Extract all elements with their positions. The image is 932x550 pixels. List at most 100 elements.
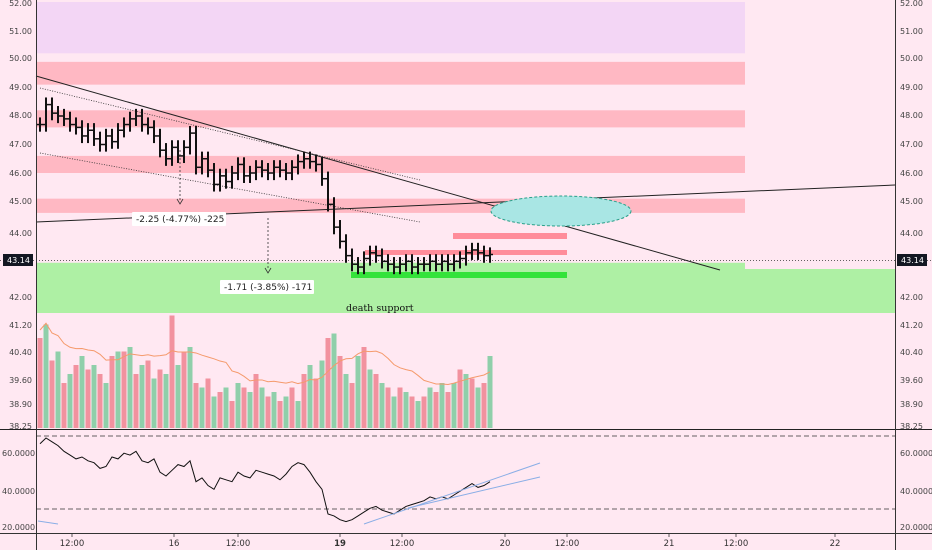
- volume-bar-44: [301, 374, 307, 428]
- price-bar-13: [115, 123, 121, 149]
- price-bar-25: [187, 125, 193, 155]
- volume-bar-45: [307, 365, 313, 428]
- volume-bar-12: [109, 356, 115, 428]
- price-bar-57: [379, 248, 385, 269]
- right-tick-0: 52.00: [900, 0, 923, 8]
- zone-3: [37, 155, 745, 173]
- volume-bar-6: [73, 365, 79, 428]
- time-tick-9: 22: [830, 539, 841, 549]
- price-bar-40: [277, 160, 283, 178]
- price-bar-18: [145, 117, 151, 135]
- price-bar-8: [85, 123, 91, 144]
- time-tick-5: 20: [500, 539, 511, 549]
- price-bar-36: [253, 160, 259, 181]
- annotations[interactable]: -2.25 (-4.77%) -225 -1.71 (-3.85%) -171 de…: [132, 150, 414, 314]
- death-support-label: death support: [346, 303, 414, 314]
- left-tick-10: 42.00: [9, 293, 32, 302]
- volume-bar-8: [85, 369, 91, 428]
- volume-bar-42: [289, 387, 295, 428]
- price-bar-42: [289, 160, 295, 181]
- volume-bar-4: [61, 383, 67, 428]
- price-bar-60: [397, 257, 403, 275]
- left-tick-6: 46.00: [9, 169, 32, 178]
- volume-bar-32: [229, 401, 235, 428]
- price-bar-62: [409, 254, 415, 275]
- right-tick-15: 38.25: [900, 422, 923, 431]
- volume-bar-61: [403, 392, 409, 428]
- zone-1: [37, 61, 745, 85]
- volume-bar-24: [181, 351, 187, 428]
- channel-top: [39, 87, 421, 181]
- price-bar-30: [217, 168, 223, 192]
- rsi-pane: [36, 435, 895, 525]
- volume-bar-30: [217, 392, 223, 428]
- volume-bar-59: [391, 396, 397, 428]
- price-bar-44: [301, 151, 307, 169]
- volume-bar-63: [415, 401, 421, 428]
- volume-bar-0: [37, 338, 43, 428]
- time-tick-4: 12:00: [390, 539, 415, 549]
- price-bar-55: [367, 245, 373, 266]
- last-price-left: 43.14: [7, 256, 30, 265]
- price-bar-19: [151, 120, 157, 144]
- time-tick-8: 12:00: [724, 539, 749, 549]
- price-bar-31: [223, 168, 229, 189]
- price-bar-21: [163, 143, 169, 166]
- volume-bar-71: [463, 374, 469, 428]
- price-bar-41: [283, 163, 289, 181]
- price-bar-16: [133, 108, 139, 126]
- rsi-right-tick-2: 20.0000: [900, 523, 932, 532]
- time-tick-1: 16: [169, 539, 180, 549]
- time-tick-0: 12:00: [60, 539, 85, 549]
- price-bar-1: [43, 97, 49, 132]
- right-tick-11: 41.20: [900, 321, 923, 330]
- volume-bar-3: [55, 351, 61, 428]
- volume-bar-27: [199, 387, 205, 428]
- volume-bar-50: [337, 356, 343, 428]
- volume-bar-9: [91, 365, 97, 428]
- volume-bar-14: [121, 351, 127, 428]
- price-bar-46: [313, 154, 319, 172]
- target-ellipse: [490, 195, 632, 227]
- price-bar-17: [139, 108, 145, 132]
- channel-bottom: [39, 152, 421, 223]
- price-bar-34: [241, 157, 247, 183]
- volume-bars: [37, 315, 493, 428]
- last-price-tag-left: [3, 254, 33, 266]
- volume-bar-35: [247, 392, 253, 428]
- left-tick-12: 40.40: [9, 348, 32, 357]
- volume-bar-21: [163, 374, 169, 428]
- price-bar-56: [373, 245, 379, 263]
- volume-bar-26: [193, 383, 199, 428]
- price-bar-47: [319, 157, 325, 186]
- price-bar-20: [157, 128, 163, 158]
- volume-bar-70: [457, 369, 463, 428]
- volume-bar-74: [481, 383, 487, 428]
- measure-box-2: [220, 280, 314, 294]
- price-bar-35: [247, 165, 253, 183]
- volume-bar-15: [127, 347, 133, 428]
- rsi-trend-small: [37, 520, 59, 525]
- price-bar-29: [211, 163, 217, 192]
- volume-bar-19: [151, 378, 157, 428]
- price-bar-23: [175, 140, 181, 164]
- volume-bar-68: [445, 392, 451, 428]
- price-bar-49: [331, 197, 337, 235]
- price-bar-28: [205, 151, 211, 178]
- volume-bar-16: [133, 374, 139, 428]
- volume-bar-49: [331, 333, 337, 428]
- measure-box-1: [132, 212, 226, 226]
- price-bar-32: [229, 165, 235, 189]
- price-bar-58: [385, 254, 391, 272]
- price-bar-45: [307, 151, 313, 169]
- arrowhead-1: [176, 198, 184, 205]
- volume-ma-line: [39, 322, 491, 385]
- price-bar-22: [169, 140, 175, 166]
- price-bar-26: [193, 125, 199, 175]
- measure-label-2: -1.71 (-3.85%) -171: [224, 283, 312, 293]
- price-bar-65: [427, 254, 433, 272]
- price-bar-2: [49, 97, 55, 121]
- volume-bar-75: [487, 356, 493, 428]
